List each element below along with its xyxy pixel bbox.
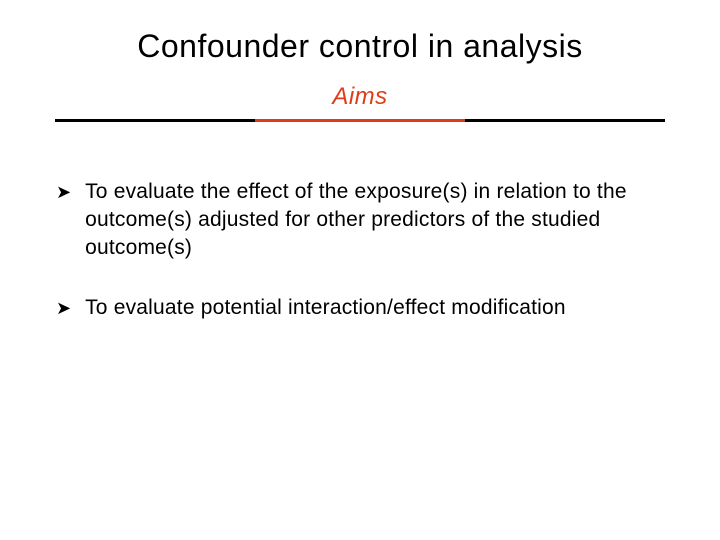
- bullet-text: To evaluate the effect of the exposure(s…: [85, 178, 680, 262]
- slide-title: Confounder control in analysis: [0, 0, 720, 65]
- bullet-list: ➤ To evaluate the effect of the exposure…: [0, 178, 720, 322]
- slide: Confounder control in analysis Aims ➤ To…: [0, 0, 720, 540]
- list-item: ➤ To evaluate potential interaction/effe…: [56, 294, 680, 322]
- bullet-marker-icon: ➤: [56, 294, 71, 322]
- underline-seg-left: [55, 119, 255, 122]
- slide-subtitle: Aims: [0, 83, 720, 111]
- list-item: ➤ To evaluate the effect of the exposure…: [56, 178, 680, 262]
- underline-seg-right: [465, 119, 665, 122]
- bullet-text: To evaluate potential interaction/effect…: [85, 294, 566, 322]
- bullet-marker-icon: ➤: [56, 178, 71, 206]
- underline-seg-mid: [255, 119, 465, 122]
- title-underline: [0, 119, 720, 122]
